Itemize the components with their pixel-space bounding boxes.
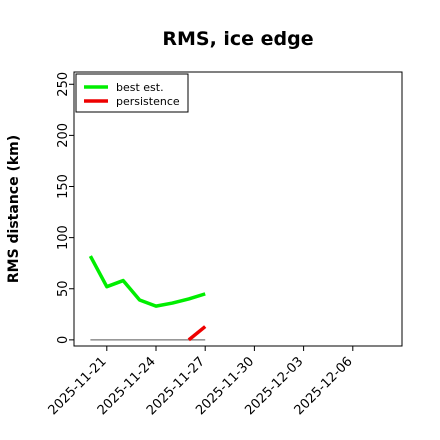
y-tick-label: 200: [56, 123, 71, 148]
legend-box: [75, 73, 189, 113]
legend-label: best est.: [116, 81, 164, 94]
series-line-best-est-: [88, 255, 206, 308]
y-tick-label: 100: [56, 225, 71, 250]
series-line-persistence: [187, 325, 207, 342]
y-axis-ticks: 0 50 100 150 200 250: [56, 72, 74, 344]
y-tick-label: 0: [56, 336, 71, 344]
y-tick-label: 150: [56, 174, 71, 199]
y-axis-label: RMS distance (km): [6, 135, 22, 283]
legend-label: persistence: [116, 95, 180, 108]
legend: best est.persistence: [75, 73, 189, 113]
plot-area: [73, 71, 403, 347]
chart-title: RMS, ice edge: [162, 28, 313, 50]
series-lines: [88, 255, 207, 342]
plot-frame: [73, 71, 403, 347]
y-tick-label: 250: [56, 72, 71, 97]
legend-entries: best est.persistence: [84, 81, 180, 108]
x-axis-ticks: 2025-11-212025-11-242025-11-272025-11-30…: [46, 346, 356, 418]
y-tick-label: 50: [56, 280, 71, 297]
